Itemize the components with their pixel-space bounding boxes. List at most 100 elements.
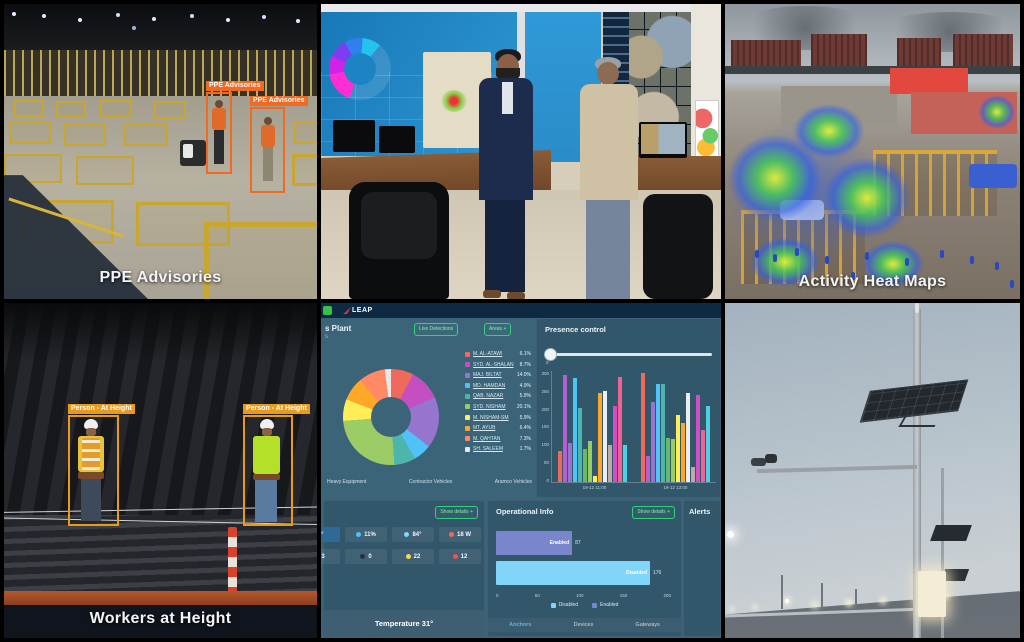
weather-value: 22 bbox=[413, 553, 421, 560]
operational-tab[interactable]: Gateways bbox=[635, 622, 660, 628]
legend-name[interactable]: SH. SALEEM bbox=[473, 446, 504, 453]
panel-workers-at-height: Person - At Height Person - At Height Wo… bbox=[4, 303, 317, 638]
worker-pants bbox=[214, 130, 224, 164]
legend-name[interactable]: MAJ. BILTAT bbox=[473, 372, 502, 379]
time-slider-track[interactable] bbox=[547, 353, 712, 356]
legend-swatch bbox=[465, 446, 470, 452]
weather-tile[interactable]: 18 W bbox=[439, 527, 481, 542]
legend-item[interactable]: MD. HAMDAN 4.9% bbox=[465, 383, 531, 389]
person-head bbox=[597, 62, 619, 85]
app-icon bbox=[323, 306, 332, 315]
vehicle-tab[interactable]: Heavy Equipment bbox=[327, 479, 367, 485]
legend-item[interactable]: SYD. AL-SHALAN 8.7% bbox=[465, 362, 531, 368]
weather-card: Show details + 31° 11% 84° 18 W 3 0 22 12 Tempe… bbox=[321, 500, 485, 637]
legend-item[interactable]: SYD. NISHAM 20.1% bbox=[465, 404, 531, 410]
legend-name[interactable]: QAB. NAZAR bbox=[473, 393, 504, 400]
heat-spot bbox=[811, 146, 923, 250]
operational-show-details-button[interactable]: Show details + bbox=[632, 506, 675, 519]
temp-icon bbox=[404, 532, 410, 537]
legend-swatch bbox=[465, 351, 470, 357]
operational-tab[interactable]: Devices bbox=[573, 622, 594, 628]
bar-label: Enabled bbox=[549, 540, 570, 546]
legend-item[interactable]: MT. AYUB 6.4% bbox=[465, 425, 531, 431]
legend-item[interactable]: M. AL-ATAWI 6.1% bbox=[465, 351, 531, 357]
weather-value: 18 W bbox=[456, 531, 471, 538]
bar bbox=[666, 437, 670, 482]
bar bbox=[593, 476, 597, 482]
roof-shadow bbox=[4, 303, 317, 363]
warehouse-ceiling bbox=[4, 4, 317, 50]
legend-name[interactable]: M. AL-ATAWI bbox=[473, 351, 503, 357]
bar-fill: Disabled bbox=[496, 561, 650, 585]
bar-value: 176 bbox=[653, 570, 662, 576]
legend-percent: 1.7% bbox=[519, 446, 531, 453]
legend-name[interactable]: M. QAHTAN bbox=[473, 435, 501, 442]
panel-caption: Activity Heat Maps bbox=[798, 273, 947, 290]
areas-button[interactable]: Areas + bbox=[484, 323, 512, 336]
building bbox=[731, 40, 801, 70]
operational-tabs: Anchors Devices Gateways bbox=[488, 618, 681, 632]
panel-leap-dashboard: LEAP s Plant s Live Detections Areas + M… bbox=[321, 303, 721, 638]
vehicle-tabs: Heavy Equipment Contractor Vehicles Aramco… bbox=[327, 479, 532, 485]
heat-spot bbox=[853, 234, 933, 294]
plant-title: s Plant bbox=[325, 324, 352, 333]
legend-item[interactable]: MAJ. BILTAT 14.0% bbox=[465, 372, 531, 378]
donut-hole bbox=[371, 397, 411, 437]
legend-item[interactable]: SH. SALEEM 1.7% bbox=[465, 446, 531, 452]
rack-outline bbox=[64, 124, 106, 146]
presence-control-card: Presence control 0 300 250 200 150 100 50 0 19… bbox=[536, 318, 721, 498]
y-tick: 100 bbox=[541, 442, 549, 448]
legend-item: Disabled bbox=[550, 602, 578, 608]
weather-show-details-button[interactable]: Show details + bbox=[435, 506, 478, 519]
x-tick: 19-12 13:00 bbox=[663, 485, 688, 490]
person-shirt bbox=[580, 84, 638, 200]
detection-box bbox=[250, 107, 285, 193]
legend-item[interactable]: M. QAHTAN 7.3% bbox=[465, 436, 531, 442]
time-slider-handle[interactable] bbox=[544, 348, 557, 361]
legend-name[interactable]: M. NISHAM-SM bbox=[473, 414, 509, 421]
bar bbox=[641, 372, 645, 482]
bar bbox=[588, 441, 592, 482]
bar bbox=[558, 450, 562, 482]
operational-tab[interactable]: Anchors bbox=[509, 622, 532, 628]
plot-area bbox=[551, 371, 716, 483]
bar-fill: Enabled bbox=[496, 531, 573, 555]
weather-tile[interactable]: 0 bbox=[345, 549, 387, 564]
weather-tile[interactable]: 11% bbox=[345, 527, 387, 542]
legend-percent: 7.3% bbox=[519, 435, 531, 442]
legend-item[interactable]: QAB. NAZAR 5.9% bbox=[465, 393, 531, 399]
live-detections-button[interactable]: Live Detections bbox=[414, 323, 459, 336]
person-beard bbox=[496, 68, 520, 81]
presence-bar-chart: 300 250 200 150 100 50 0 bbox=[541, 371, 716, 483]
operational-x-ticks: 0 50 100 150 200 bbox=[496, 593, 671, 598]
weather-tile[interactable]: 12 bbox=[439, 549, 481, 564]
bar bbox=[618, 376, 622, 482]
antenna-tip bbox=[915, 303, 919, 313]
legend-name[interactable]: MD. HAMDAN bbox=[473, 382, 506, 389]
legend-item[interactable]: M. NISHAM-SM 5.9% bbox=[465, 415, 531, 421]
bar bbox=[563, 374, 567, 482]
weather-tile[interactable]: 22 bbox=[392, 549, 434, 564]
weather-tile[interactable]: 3 bbox=[321, 549, 340, 564]
legend-name[interactable]: MT. AYUB bbox=[473, 425, 496, 432]
legend-name[interactable]: SYD. NISHAM bbox=[473, 403, 506, 410]
worker-pants bbox=[263, 147, 273, 181]
weather-tile[interactable]: 31° bbox=[321, 527, 340, 542]
detection-label: Person - At Height bbox=[243, 404, 310, 415]
operational-info-card: Operational Info Show details + Enabled 8… bbox=[487, 500, 682, 637]
metal-deck bbox=[4, 515, 317, 591]
building bbox=[897, 38, 941, 68]
vehicle-tab[interactable]: Aramco Vehicles bbox=[494, 479, 532, 485]
presence-title: Presence control bbox=[545, 325, 606, 334]
legend-name[interactable]: SYD. AL-SHALAN bbox=[473, 361, 514, 368]
bar-group bbox=[558, 371, 627, 482]
weather-tile[interactable]: 84° bbox=[392, 527, 434, 542]
bar bbox=[706, 406, 710, 482]
y-tick: 150 bbox=[541, 424, 549, 430]
weather-value: 11% bbox=[364, 531, 376, 538]
rack-outline bbox=[56, 101, 86, 118]
alerts-title: Alerts bbox=[689, 507, 711, 516]
distant-pole bbox=[821, 583, 823, 609]
vehicle-tab[interactable]: Contractor Vehicles bbox=[408, 479, 453, 485]
distant-pole bbox=[781, 575, 783, 609]
